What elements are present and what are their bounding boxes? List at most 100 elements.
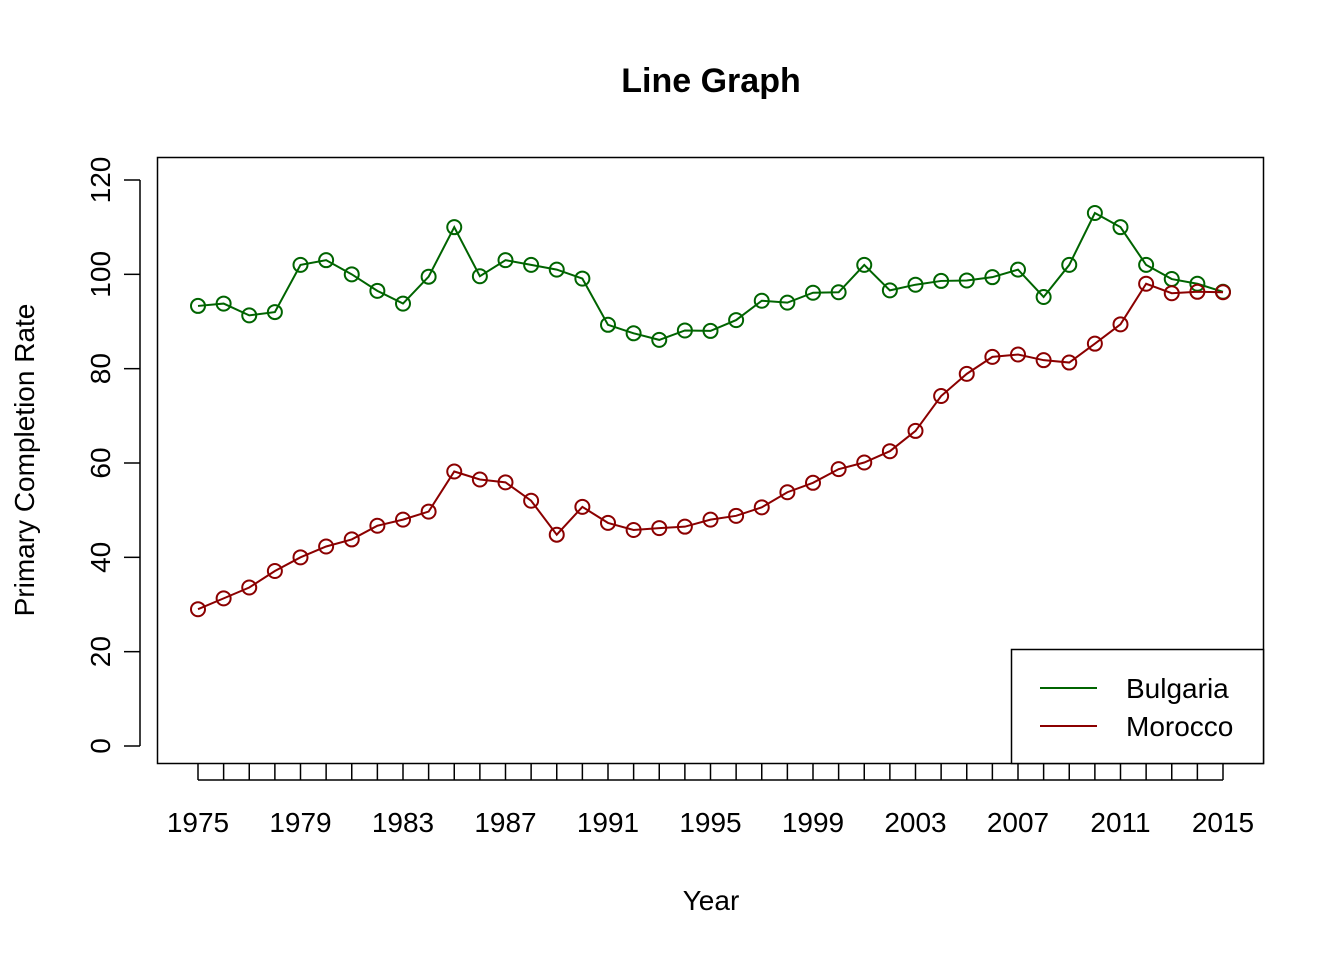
data-point-morocco	[215, 590, 232, 607]
data-point-bulgaria	[958, 272, 975, 289]
data-point-bulgaria	[1061, 256, 1078, 273]
data-point-morocco	[1189, 283, 1206, 300]
data-point-bulgaria	[1189, 275, 1206, 292]
data-point-morocco	[241, 579, 258, 596]
data-point-bulgaria	[548, 261, 565, 278]
data-point-bulgaria	[1035, 288, 1052, 305]
x-axis-label: Year	[683, 885, 740, 916]
data-point-bulgaria	[779, 294, 796, 311]
data-point-morocco	[1061, 354, 1078, 371]
series-morocco	[190, 275, 1231, 618]
y-tick-label: 0	[85, 738, 116, 754]
data-point-bulgaria	[856, 256, 873, 273]
data-point-morocco	[395, 511, 411, 528]
x-tick-label: 1979	[269, 807, 331, 838]
data-point-morocco	[1138, 275, 1155, 292]
data-point-morocco	[1112, 316, 1129, 333]
data-point-morocco	[805, 474, 821, 491]
data-point-morocco	[523, 492, 540, 509]
data-point-morocco	[753, 499, 770, 516]
data-point-bulgaria	[1112, 219, 1129, 236]
data-point-morocco	[420, 503, 437, 520]
x-tick-label: 1999	[782, 807, 844, 838]
data-point-morocco	[1086, 335, 1103, 352]
data-point-bulgaria	[446, 219, 463, 236]
data-point-morocco	[318, 538, 335, 555]
data-point-bulgaria	[574, 270, 591, 287]
data-point-morocco	[548, 526, 565, 543]
data-point-morocco	[1163, 285, 1180, 302]
legend-box	[1010, 648, 1265, 765]
x-tick-label: 1991	[577, 807, 639, 838]
y-axis: 0 20 40 60 80 100 120	[85, 157, 141, 754]
data-point-bulgaria	[728, 312, 745, 329]
data-point-bulgaria	[215, 295, 232, 312]
data-point-morocco	[471, 471, 488, 488]
series-bulgaria	[190, 205, 1231, 348]
data-point-bulgaria	[907, 276, 924, 293]
data-point-bulgaria	[523, 256, 540, 273]
data-point-morocco	[190, 601, 206, 618]
x-tick-label: 1987	[474, 807, 536, 838]
data-point-bulgaria	[830, 284, 847, 301]
data-point-bulgaria	[933, 272, 950, 289]
plot-area-frame	[156, 156, 1265, 765]
data-point-morocco	[1010, 346, 1026, 363]
x-tick-label: 1983	[372, 807, 434, 838]
data-point-morocco	[497, 474, 514, 491]
data-point-morocco	[1035, 352, 1052, 369]
data-point-morocco	[984, 348, 1001, 365]
data-point-bulgaria	[241, 307, 258, 324]
data-point-morocco	[676, 518, 693, 535]
y-tick-label: 60	[85, 447, 116, 478]
y-tick-label: 80	[85, 353, 116, 384]
data-point-bulgaria	[420, 268, 437, 285]
data-point-bulgaria	[651, 331, 668, 348]
data-point-morocco	[728, 507, 745, 524]
data-point-morocco	[830, 461, 847, 478]
x-axis: 1975 1979 1983 1987 1991 1995 1999 2003 2007 2011…	[167, 764, 1254, 838]
data-point-bulgaria	[805, 284, 821, 301]
y-tick-label: 40	[85, 542, 116, 573]
data-point-bulgaria	[190, 297, 206, 314]
data-point-morocco	[702, 511, 719, 528]
data-point-bulgaria	[497, 252, 514, 269]
data-point-bulgaria	[343, 266, 360, 283]
data-point-bulgaria	[266, 304, 283, 321]
data-point-bulgaria	[395, 295, 411, 312]
data-point-bulgaria	[369, 282, 386, 299]
data-point-morocco	[856, 454, 873, 471]
data-point-morocco	[958, 365, 975, 382]
x-tick-label: 2003	[884, 807, 946, 838]
x-tick-label: 2007	[987, 807, 1049, 838]
data-point-bulgaria	[676, 322, 693, 339]
data-point-morocco	[907, 422, 924, 439]
data-point-morocco	[651, 520, 668, 537]
series-line-bulgaria	[197, 211, 1224, 341]
x-tick-label: 1995	[679, 807, 741, 838]
series-layer	[190, 205, 1231, 618]
data-point-bulgaria	[702, 322, 719, 339]
data-point-morocco	[933, 388, 950, 405]
y-tick-label: 120	[85, 157, 116, 204]
data-point-bulgaria	[1138, 256, 1155, 273]
data-point-morocco	[574, 498, 591, 515]
data-point-bulgaria	[600, 316, 616, 333]
y-axis-label: Primary Completion Rate	[9, 304, 40, 617]
data-point-bulgaria	[1010, 261, 1026, 278]
legend-label-morocco: Morocco	[1126, 711, 1233, 742]
x-tick-label: 2011	[1090, 807, 1150, 838]
data-point-morocco	[446, 463, 463, 480]
legend-label-bulgaria: Bulgaria	[1126, 673, 1229, 704]
data-point-bulgaria	[471, 268, 488, 285]
chart-title: Line Graph	[621, 62, 800, 100]
data-point-morocco	[292, 549, 309, 566]
y-tick-label: 100	[85, 251, 116, 298]
data-point-morocco	[266, 563, 283, 580]
data-point-morocco	[1215, 284, 1231, 301]
data-point-morocco	[369, 517, 386, 534]
data-point-morocco	[779, 484, 796, 501]
y-tick-label: 20	[85, 636, 116, 667]
data-point-morocco	[881, 443, 898, 460]
